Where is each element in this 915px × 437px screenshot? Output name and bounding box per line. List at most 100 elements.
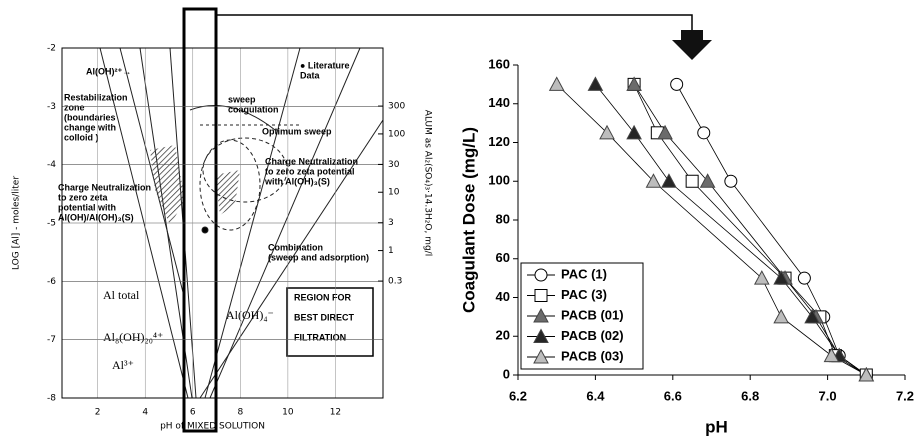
- x-tick-label: 7.2: [896, 388, 914, 403]
- y-tick-label: 140: [488, 95, 510, 110]
- y-tick-label: 60: [496, 250, 510, 265]
- y2-tick-label: 0.3: [388, 277, 402, 287]
- x-tick-label: 4: [142, 408, 148, 418]
- annotation: REGION FOR: [294, 292, 352, 302]
- y2-tick-label: 10: [388, 188, 400, 198]
- annotation: Data: [300, 70, 321, 80]
- x-tick-label: 6.8: [741, 388, 759, 403]
- marker: [626, 124, 642, 140]
- legend-label: PACB (02): [561, 328, 624, 343]
- y-tick-label: 120: [488, 134, 510, 149]
- legend-marker: [534, 289, 548, 302]
- annotation: Charge Neutralization: [265, 156, 358, 166]
- marker: [548, 76, 565, 91]
- x-tick-label: 10: [282, 408, 294, 418]
- annotation: to zero zeta: [58, 192, 109, 202]
- annotation: zone: [64, 102, 85, 112]
- annotation: Al(OH)₄⁻: [226, 308, 274, 322]
- x-tick-label: 6.2: [509, 388, 527, 403]
- y2-tick-label: 3: [388, 218, 394, 228]
- diagram-curves: [99, 47, 384, 399]
- y-tick-label: -6: [47, 277, 56, 287]
- annotation: Al₈(OH)₂₀⁴⁺: [103, 330, 163, 344]
- marker: [858, 366, 875, 382]
- x-tick-label: 6: [190, 408, 196, 418]
- marker: [773, 308, 789, 324]
- marker: [797, 271, 811, 285]
- y-tick-label: 20: [496, 328, 510, 343]
- x-tick-label: 6.6: [664, 388, 682, 403]
- y-tick-label: -5: [47, 219, 56, 229]
- y-axis-label: LOG [Al] - moles/liter: [12, 176, 22, 270]
- x-axis-label: pH of MIXED SOLUTION: [160, 422, 265, 432]
- x-tick-label: 12: [330, 408, 341, 418]
- annotation: to zero zeta potential: [265, 166, 355, 176]
- marker: [645, 173, 662, 188]
- legend-marker: [534, 268, 548, 282]
- x-axis-label: pH: [705, 417, 728, 436]
- y-tick-label: 0: [503, 366, 510, 381]
- legend-label: PAC (3): [561, 287, 607, 302]
- legend-label: PAC (1): [561, 266, 607, 281]
- annotation: potential with: [58, 202, 116, 212]
- annotation: Al(OH)/Al(OH)₃(S): [58, 212, 134, 222]
- y2-tick-label: 30: [388, 160, 400, 170]
- x-tick-label: 7.0: [819, 388, 837, 403]
- y2-tick-label: 300: [388, 102, 405, 112]
- annotation: sweep: [228, 94, 256, 104]
- marker: [626, 76, 642, 91]
- annotation: FILTRATION: [294, 332, 346, 342]
- legend-marker: [533, 348, 549, 364]
- annotation: ● Literature: [300, 60, 349, 70]
- annotation: Optimum sweep: [262, 126, 332, 136]
- marker: [599, 124, 615, 140]
- annotation: colloid ): [64, 132, 99, 142]
- y-axis-label: Coagulant Dose (mg/L): [459, 127, 478, 313]
- legend-label: PACB (01): [561, 307, 624, 322]
- y-tick-label: 80: [496, 211, 510, 226]
- right-chart: 0 20 40 60 80 100 120 140 160 6.2 6.4 6.6 6.8 7.0 7.2 p…: [459, 56, 914, 436]
- x-tick-label: 6.4: [586, 388, 605, 403]
- annotation: Al³⁺: [112, 358, 134, 372]
- annotation: Restabilization: [64, 92, 128, 102]
- marker: [587, 76, 604, 91]
- x-tick-label: 2: [95, 408, 101, 418]
- highlight-box: [182, 7, 218, 433]
- y-tick-label: -7: [47, 335, 56, 345]
- y-tick-label: -4: [47, 160, 56, 170]
- series-line: [633, 84, 867, 376]
- annotation: coagulation: [228, 104, 279, 114]
- marker: [670, 77, 684, 91]
- y-tick-label: 100: [488, 173, 510, 188]
- marker: [661, 173, 677, 188]
- plot-frame: [61, 47, 384, 399]
- marker: [697, 126, 711, 140]
- annotation: change with: [64, 122, 116, 132]
- annotation: BEST DIRECT: [294, 312, 355, 322]
- marker: [773, 270, 789, 285]
- marker: [685, 174, 699, 188]
- marker: [823, 347, 840, 363]
- marker: [753, 270, 770, 285]
- annotation: Charge Neutralization: [58, 182, 151, 192]
- annotation: Al(OH)²⁺→: [86, 66, 131, 76]
- legend-marker: [533, 307, 549, 323]
- y-tick-label: 40: [496, 289, 510, 304]
- legend-label: PACB (03): [561, 348, 624, 363]
- y2-axis-label: ALUM as Al₂(SO₄)₃·14.3H₂O, mg/l: [423, 110, 433, 256]
- x-tick-label: 8: [237, 408, 243, 418]
- axes: [517, 65, 905, 376]
- annotation: (sweep and adsorption): [268, 252, 369, 262]
- annotation: Al total: [103, 288, 140, 302]
- annotation: Combination: [268, 242, 323, 252]
- left-chart: -2 -3 -4 -5 -6 -7 -8 2 4 6 8 10 12 300 100 30 10 3 1 0.3 pH …: [12, 44, 433, 432]
- y-tick-label: -8: [47, 394, 56, 404]
- series-line: [633, 84, 867, 376]
- legend-marker: [533, 328, 549, 343]
- marker: [724, 174, 738, 188]
- down-arrow: [672, 30, 712, 60]
- annotation: with Al(OH)₃(S): [264, 176, 330, 186]
- y2-tick-label: 100: [388, 129, 405, 139]
